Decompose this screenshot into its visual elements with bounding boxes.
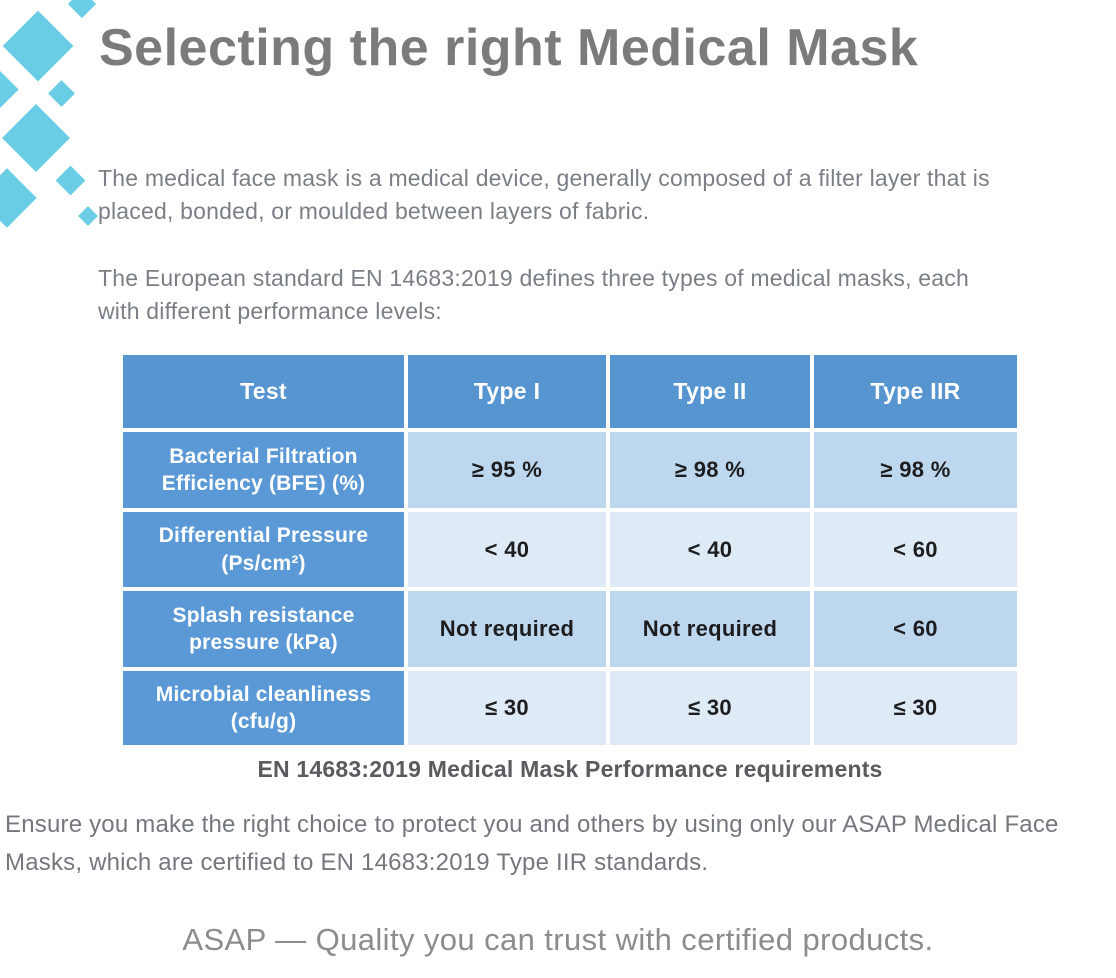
table-cell: Not required: [408, 591, 606, 667]
diamond-icon: [0, 70, 19, 109]
table-header-type-i: Type I: [408, 355, 606, 428]
table-row-label-bfe: Bacterial Filtration Efficiency (BFE) (%…: [123, 432, 404, 508]
diamond-icon: [2, 104, 70, 172]
diamond-icon: [0, 168, 37, 228]
table-cell: ≥ 98 %: [610, 432, 810, 508]
diamond-icon: [78, 206, 98, 226]
table-row-label-splash-resistance: Splash resistance pressure (kPa): [123, 591, 404, 667]
table-row-label-differential-pressure: Differential Pressure (Ps/cm²): [123, 512, 404, 587]
table-cell: ≤ 30: [814, 671, 1017, 745]
table-cell: < 60: [814, 512, 1017, 587]
diamond-icon: [55, 165, 86, 196]
page-title: Selecting the right Medical Mask: [99, 19, 919, 77]
intro-paragraph-1: The medical face mask is a medical devic…: [98, 165, 990, 224]
table-cell: ≤ 30: [610, 671, 810, 745]
table-row-label-microbial-cleanliness: Microbial cleanliness (cfu/g): [123, 671, 404, 745]
table-cell: < 60: [814, 591, 1017, 667]
diamond-icon: [2, 10, 74, 82]
diamond-icon: [67, 0, 97, 19]
table-header-type-ii: Type II: [610, 355, 810, 428]
table-cell: < 40: [408, 512, 606, 587]
table-caption: EN 14683:2019 Medical Mask Performance r…: [257, 756, 883, 782]
ensure-paragraph: Ensure you make the right choice to prot…: [5, 811, 1059, 876]
diamond-icon: [48, 80, 75, 107]
table-cell: Not required: [610, 591, 810, 667]
table-header-test: Test: [123, 355, 404, 428]
footer-tagline: ASAP — Quality you can trust with certif…: [182, 922, 934, 957]
intro-paragraph-2: The European standard EN 14683:2019 defi…: [98, 265, 969, 324]
mask-performance-table: Test Type I Type II Type IIR Bacterial F…: [123, 355, 1017, 745]
table-cell: ≥ 98 %: [814, 432, 1017, 508]
table-cell: ≤ 30: [408, 671, 606, 745]
table-cell: ≥ 95 %: [408, 432, 606, 508]
table-header-type-iir: Type IIR: [814, 355, 1017, 428]
table-cell: < 40: [610, 512, 810, 587]
